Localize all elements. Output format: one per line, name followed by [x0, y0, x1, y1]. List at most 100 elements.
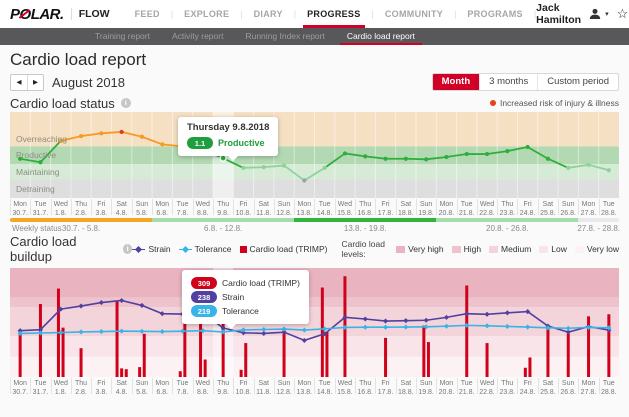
status-point[interactable]: [18, 157, 22, 161]
trimp-bar[interactable]: [39, 304, 42, 377]
status-point[interactable]: [505, 149, 509, 153]
status-point[interactable]: [282, 163, 286, 167]
period-button-custom-period[interactable]: Custom period: [537, 74, 618, 90]
cardio-load-status-chart: Thursday 9.8.2018 1.1 Productive Overrea…: [10, 112, 619, 198]
trimp-bar[interactable]: [524, 368, 527, 377]
status-point[interactable]: [404, 157, 408, 161]
polar-logo[interactable]: POLAR.: [10, 6, 64, 23]
trimp-bar[interactable]: [244, 343, 247, 377]
buildup-x-axis: Mon30.7.Tue31.7.Wed1.8.Thu2.8.Fri3.8.Sat…: [10, 377, 619, 395]
status-point[interactable]: [38, 160, 42, 164]
nav-item-feed[interactable]: FEED: [124, 0, 171, 28]
trimp-bar[interactable]: [325, 332, 328, 377]
status-point[interactable]: [465, 152, 469, 156]
status-point[interactable]: [302, 178, 306, 182]
x-label: Sat18.8.: [396, 198, 416, 216]
x-label: Sat4.8.: [111, 198, 131, 216]
status-point[interactable]: [120, 130, 124, 134]
trimp-bar[interactable]: [19, 330, 22, 377]
status-point[interactable]: [424, 157, 428, 161]
main-nav: FEED|EXPLORE|DIARY|PROGRESS|COMMUNITY|PR…: [124, 0, 537, 28]
nav-item-diary[interactable]: DIARY: [243, 0, 294, 28]
trimp-bar[interactable]: [567, 334, 570, 377]
status-point[interactable]: [586, 163, 590, 167]
status-info-icon[interactable]: i: [121, 98, 131, 108]
trimp-bar[interactable]: [125, 369, 128, 377]
status-line-segment[interactable]: [243, 167, 263, 168]
x-label: Sun19.8.: [416, 377, 436, 395]
trimp-bar[interactable]: [240, 370, 243, 377]
status-point[interactable]: [140, 135, 144, 139]
weekly-segment-label: 27.8. - 28.8.: [577, 224, 620, 233]
trimp-bar[interactable]: [116, 301, 119, 377]
trimp-bar[interactable]: [204, 360, 207, 377]
status-point[interactable]: [363, 154, 367, 158]
trimp-bar[interactable]: [138, 367, 141, 377]
trimp-bar[interactable]: [283, 330, 286, 377]
status-tooltip: Thursday 9.8.2018 1.1 Productive: [178, 117, 278, 156]
flow-label[interactable]: FLOW: [71, 8, 110, 20]
period-button-month[interactable]: Month: [433, 74, 480, 90]
favorites-star-icon[interactable]: ☆: [617, 6, 629, 22]
chevron-down-icon[interactable]: ▾: [605, 10, 609, 18]
status-word: Productive: [218, 138, 265, 148]
status-point[interactable]: [262, 165, 266, 169]
nav-item-programs[interactable]: PROGRAMS: [456, 0, 533, 28]
trimp-bar[interactable]: [384, 338, 387, 377]
level-band-very-low: [10, 357, 619, 377]
status-point[interactable]: [59, 139, 63, 143]
diamond-marker-icon: [132, 246, 145, 253]
period-button-3-months[interactable]: 3 months: [479, 74, 537, 90]
x-label: Fri10.8.: [233, 198, 253, 216]
trimp-bar[interactable]: [143, 334, 146, 377]
nav-item-community[interactable]: COMMUNITY: [374, 0, 454, 28]
trimp-bar[interactable]: [422, 326, 425, 377]
trimp-bar[interactable]: [321, 288, 324, 377]
trimp-bar[interactable]: [427, 342, 430, 377]
status-point[interactable]: [607, 168, 611, 172]
subtab-cardio-load-report[interactable]: Cardio load report: [336, 28, 426, 45]
x-label: Thu23.8.: [497, 198, 517, 216]
status-chart-svg: [10, 112, 619, 198]
status-point[interactable]: [79, 134, 83, 138]
user-name[interactable]: Jack Hamilton: [536, 2, 581, 26]
status-point[interactable]: [160, 142, 164, 146]
x-label: Tue7.8.: [172, 198, 192, 216]
status-point[interactable]: [444, 155, 448, 159]
tooltip-date: Thursday 9.8.2018: [187, 122, 269, 133]
status-point[interactable]: [343, 151, 347, 155]
trimp-bar[interactable]: [120, 368, 123, 377]
status-point[interactable]: [241, 166, 245, 170]
subtab-running-index-report[interactable]: Running Index report: [234, 28, 335, 45]
buildup-chart-svg: [10, 268, 619, 377]
status-point[interactable]: [566, 166, 570, 170]
status-point[interactable]: [99, 131, 103, 135]
trimp-bar[interactable]: [465, 285, 468, 377]
status-point[interactable]: [546, 157, 550, 161]
status-point[interactable]: [383, 157, 387, 161]
buildup-info-icon[interactable]: i: [123, 244, 133, 254]
trimp-bar[interactable]: [546, 329, 549, 377]
status-line-segment[interactable]: [406, 159, 426, 160]
level-legend-high: High: [452, 244, 481, 254]
trimp-bar[interactable]: [80, 348, 83, 377]
next-month-button[interactable]: ▶: [27, 75, 43, 90]
trimp-bar[interactable]: [607, 314, 610, 377]
status-point[interactable]: [526, 145, 530, 149]
subtab-activity-report[interactable]: Activity report: [161, 28, 235, 45]
prev-month-button[interactable]: ◀: [11, 75, 27, 90]
nav-item-progress[interactable]: PROGRESS: [296, 0, 371, 28]
level-chip-icon: [396, 246, 405, 253]
user-icon[interactable]: [589, 8, 601, 20]
subtab-training-report[interactable]: Training report: [84, 28, 161, 45]
nav-item-explore[interactable]: EXPLORE: [173, 0, 240, 28]
x-label: Fri17.8.: [375, 198, 395, 216]
selected-status-point[interactable]: [220, 155, 226, 161]
trimp-bar[interactable]: [486, 343, 489, 377]
status-point[interactable]: [323, 166, 327, 170]
x-label: Mon30.7.: [10, 377, 30, 395]
month-nav: ◀ ▶: [10, 74, 44, 91]
trimp-bar[interactable]: [62, 328, 65, 377]
status-point[interactable]: [485, 152, 489, 156]
trimp-bar[interactable]: [528, 357, 531, 377]
